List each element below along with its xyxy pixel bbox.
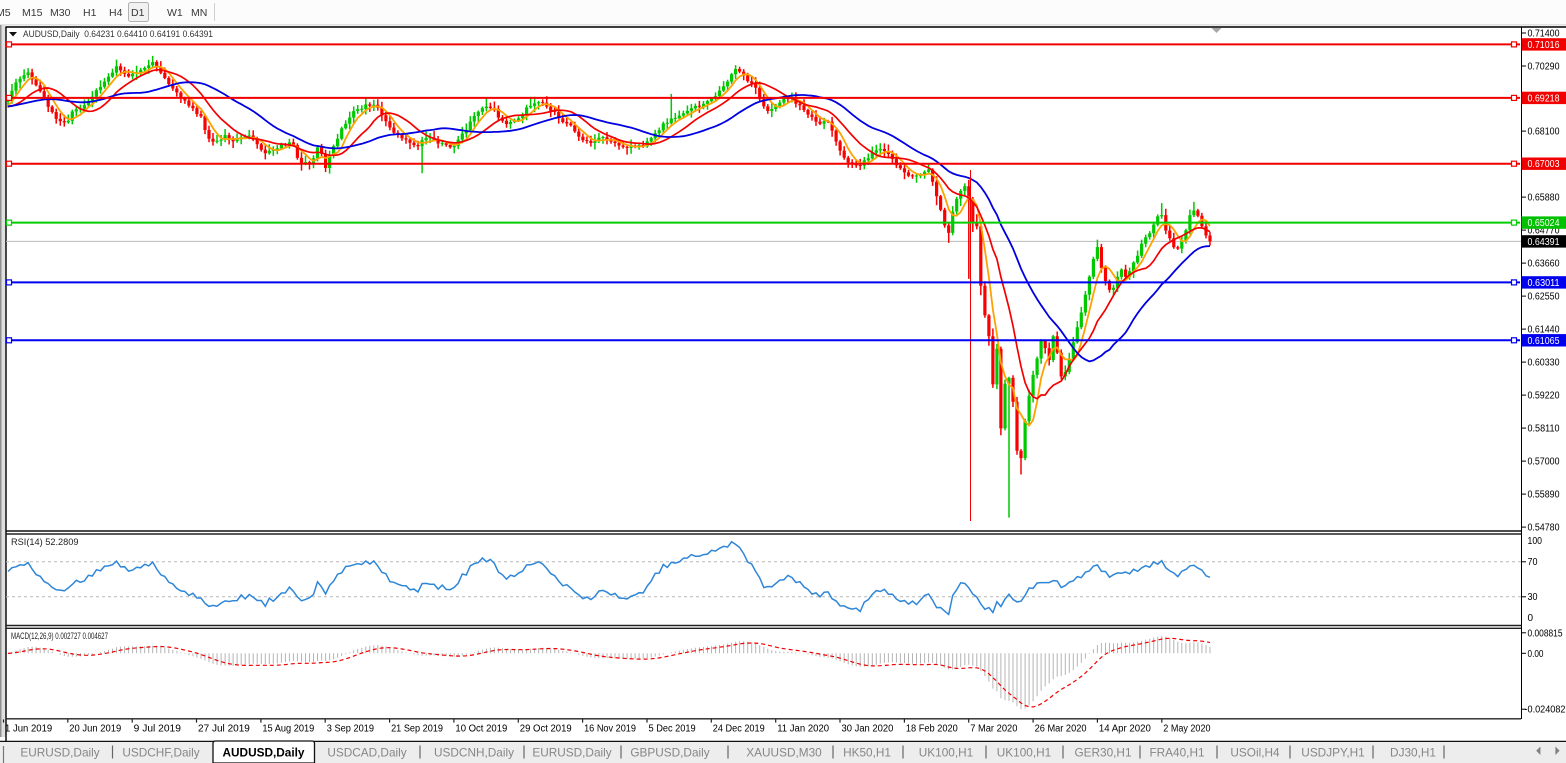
svg-text:0.67003: 0.67003 [1528, 159, 1560, 170]
svg-text:MN: MN [191, 7, 207, 19]
svg-text:RSI(14) 52.2809: RSI(14) 52.2809 [11, 537, 79, 548]
svg-text:0.61065: 0.61065 [1528, 336, 1560, 347]
svg-text:M15: M15 [22, 7, 43, 19]
svg-text:27 Jul 2019: 27 Jul 2019 [198, 724, 250, 735]
svg-text:5 Dec 2019: 5 Dec 2019 [649, 724, 697, 735]
svg-text:0.63660: 0.63660 [1528, 259, 1560, 270]
svg-text:USDJPY,H1: USDJPY,H1 [1301, 746, 1364, 760]
svg-text:0.00: 0.00 [1528, 649, 1544, 660]
svg-text:H1: H1 [83, 7, 97, 19]
svg-text:1 Jun 2019: 1 Jun 2019 [5, 724, 53, 735]
svg-text:7 Mar 2020: 7 Mar 2020 [970, 724, 1018, 735]
svg-text:M5: M5 [0, 7, 11, 19]
svg-text:H4: H4 [109, 7, 123, 19]
svg-text:UK100,H1: UK100,H1 [919, 746, 973, 760]
svg-text:16 Nov 2019: 16 Nov 2019 [584, 724, 636, 735]
svg-text:21 Sep 2019: 21 Sep 2019 [391, 724, 443, 735]
svg-text:FRA40,H1: FRA40,H1 [1149, 746, 1204, 760]
svg-text:-0.024082: -0.024082 [1525, 705, 1566, 716]
svg-text:15 Aug 2019: 15 Aug 2019 [262, 724, 314, 735]
svg-text:AUDUSD,Daily 0.64231 0.64410: AUDUSD,Daily 0.64231 0.64410 0.64191 0.6… [23, 29, 213, 40]
svg-text:0.64391: 0.64391 [1528, 237, 1560, 248]
svg-text:EURUSD,Daily: EURUSD,Daily [532, 746, 611, 760]
svg-text:EURUSD,Daily: EURUSD,Daily [20, 746, 99, 760]
svg-text:0.59220: 0.59220 [1528, 391, 1560, 402]
svg-text:MACD(12,26,9) 0.002727 0.00462: MACD(12,26,9) 0.002727 0.004627 [11, 631, 108, 642]
svg-text:0.55890: 0.55890 [1528, 490, 1560, 501]
svg-text:2 May 2020: 2 May 2020 [1163, 724, 1211, 735]
svg-text:0.62550: 0.62550 [1528, 292, 1560, 303]
svg-text:XAUUSD,M30: XAUUSD,M30 [746, 746, 822, 760]
svg-text:USDCAD,Daily: USDCAD,Daily [327, 746, 406, 760]
svg-text:3 Sep 2019: 3 Sep 2019 [327, 724, 375, 735]
svg-text:20 Jun 2019: 20 Jun 2019 [69, 724, 121, 735]
svg-text:30 Jan 2020: 30 Jan 2020 [842, 724, 894, 735]
svg-text:30: 30 [1528, 592, 1538, 603]
svg-text:0.60330: 0.60330 [1528, 358, 1560, 369]
svg-text:14 Apr 2020: 14 Apr 2020 [1099, 724, 1151, 735]
svg-text:0.68100: 0.68100 [1528, 127, 1560, 138]
svg-text:70: 70 [1528, 557, 1538, 568]
svg-text:0.61440: 0.61440 [1528, 325, 1560, 336]
svg-text:24 Dec 2019: 24 Dec 2019 [713, 724, 765, 735]
svg-text:0.54780: 0.54780 [1528, 523, 1560, 534]
svg-text:AUDUSD,Daily: AUDUSD,Daily [223, 746, 305, 760]
svg-text:GER30,H1: GER30,H1 [1074, 746, 1131, 760]
svg-text:0.71400: 0.71400 [1528, 29, 1560, 40]
svg-text:0.65880: 0.65880 [1528, 193, 1560, 204]
svg-text:USDCNH,Daily: USDCNH,Daily [434, 746, 514, 760]
svg-text:10 Oct 2019: 10 Oct 2019 [455, 724, 507, 735]
svg-text:0.69218: 0.69218 [1528, 93, 1560, 104]
svg-text:0.58110: 0.58110 [1528, 424, 1560, 435]
svg-text:0.008815: 0.008815 [1528, 628, 1563, 639]
svg-text:0.65024: 0.65024 [1528, 218, 1560, 229]
svg-text:0.64770: 0.64770 [1528, 226, 1560, 237]
svg-text:USDCHF,Daily: USDCHF,Daily [122, 746, 199, 760]
svg-text:0: 0 [1528, 613, 1534, 624]
svg-text:0.70290: 0.70290 [1528, 62, 1560, 73]
svg-text:M30: M30 [50, 7, 71, 19]
svg-text:HK50,H1: HK50,H1 [843, 746, 891, 760]
svg-text:USOil,H4: USOil,H4 [1230, 746, 1280, 760]
svg-text:100: 100 [1528, 536, 1543, 547]
svg-text:D1: D1 [131, 7, 145, 19]
svg-text:0.57000: 0.57000 [1528, 457, 1560, 468]
svg-text:26 Mar 2020: 26 Mar 2020 [1035, 724, 1087, 735]
svg-text:18 Feb 2020: 18 Feb 2020 [906, 724, 958, 735]
svg-text:UK100,H1: UK100,H1 [997, 746, 1051, 760]
svg-text:11 Jan 2020: 11 Jan 2020 [777, 724, 829, 735]
svg-text:0.63011: 0.63011 [1528, 278, 1560, 289]
svg-text:29 Oct 2019: 29 Oct 2019 [520, 724, 572, 735]
svg-text:DJ30,H1: DJ30,H1 [1390, 746, 1436, 760]
svg-text:GBPUSD,Daily: GBPUSD,Daily [630, 746, 709, 760]
svg-text:9 Jul 2019: 9 Jul 2019 [134, 724, 182, 735]
svg-text:0.71016: 0.71016 [1528, 40, 1560, 51]
svg-text:W1: W1 [167, 7, 183, 19]
